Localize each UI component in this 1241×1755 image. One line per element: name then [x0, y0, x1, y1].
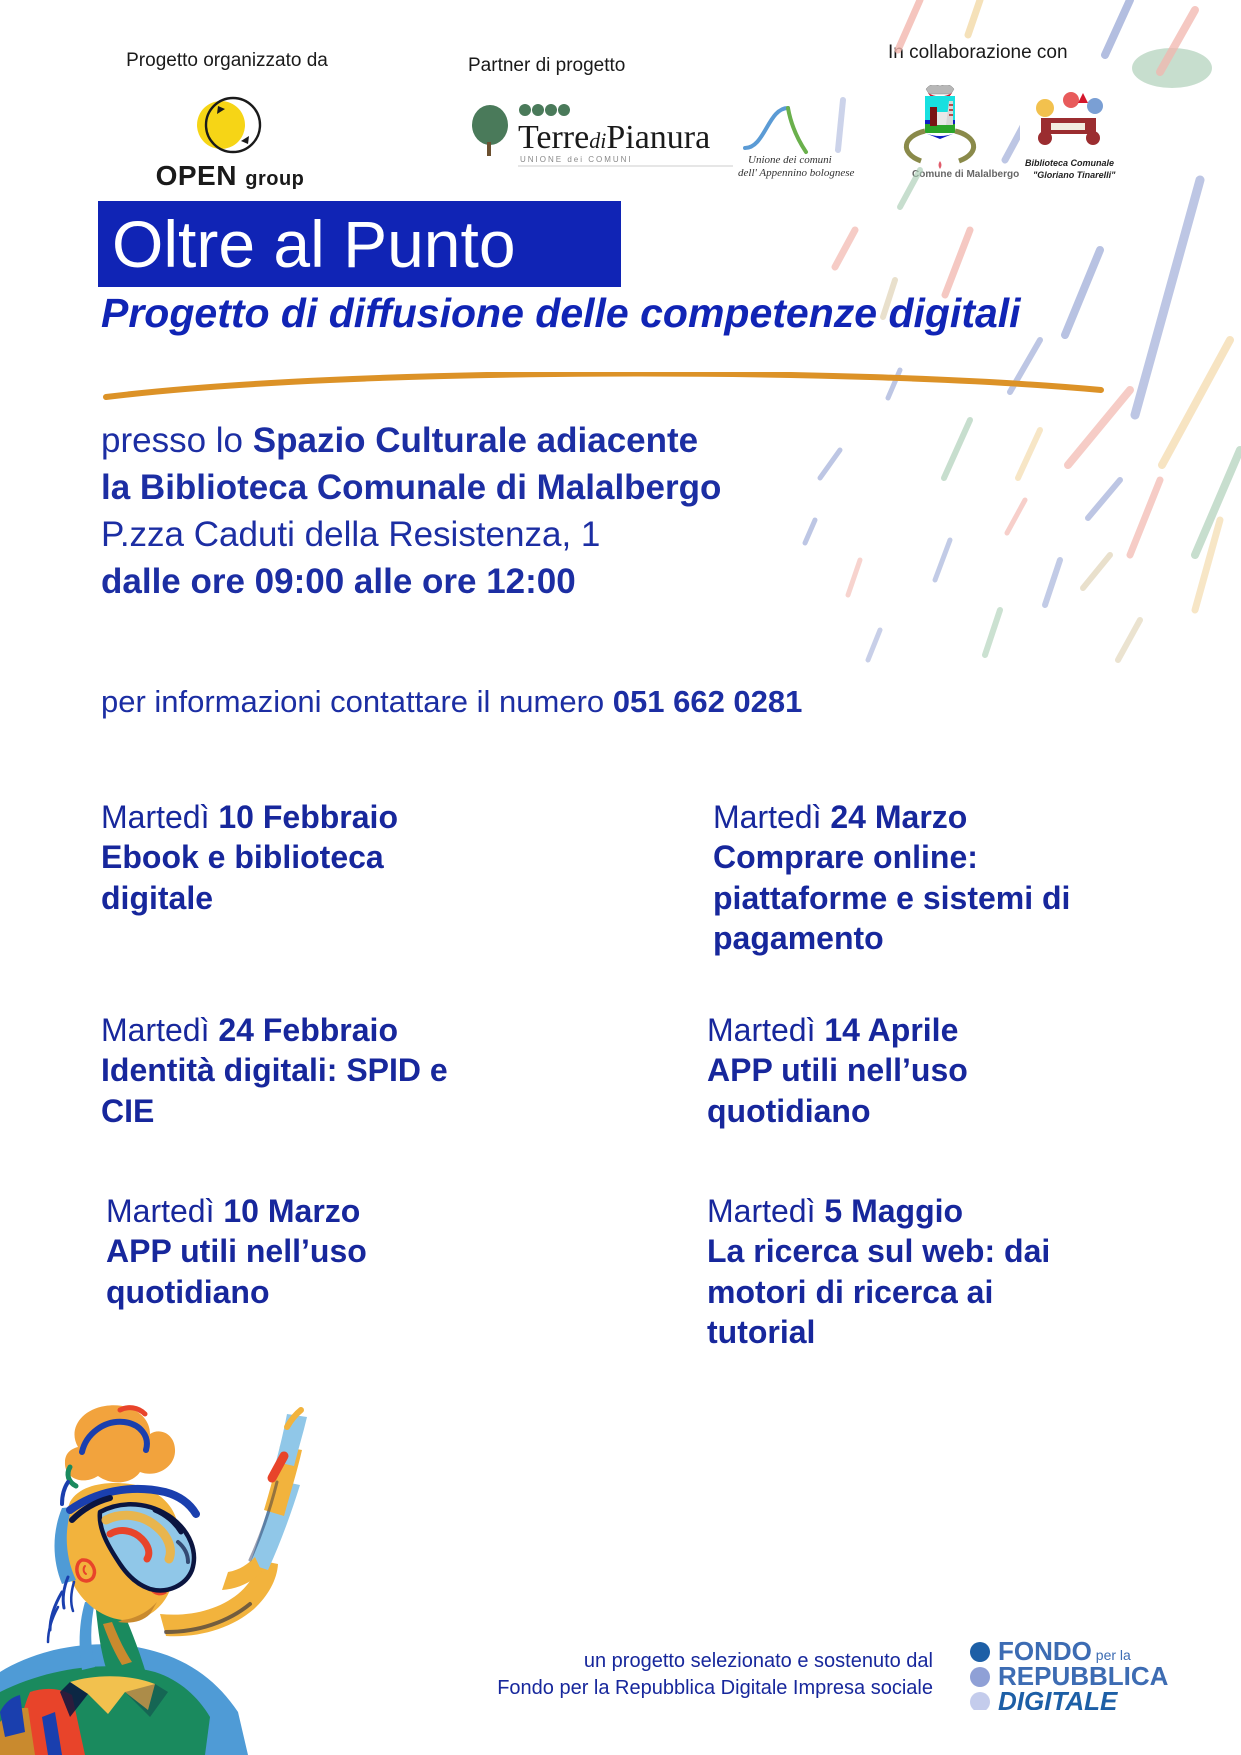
svg-text:UNIONE dei COMUNI: UNIONE dei COMUNI: [520, 155, 633, 164]
svg-text:"Gloriano Tinarelli": "Gloriano Tinarelli": [1033, 170, 1116, 180]
svg-text:TerrediPianura: TerrediPianura: [518, 119, 710, 156]
svg-text:Biblioteca Comunale: Biblioteca Comunale: [1025, 158, 1114, 168]
svg-text:DIGITALE: DIGITALE: [998, 1686, 1118, 1710]
